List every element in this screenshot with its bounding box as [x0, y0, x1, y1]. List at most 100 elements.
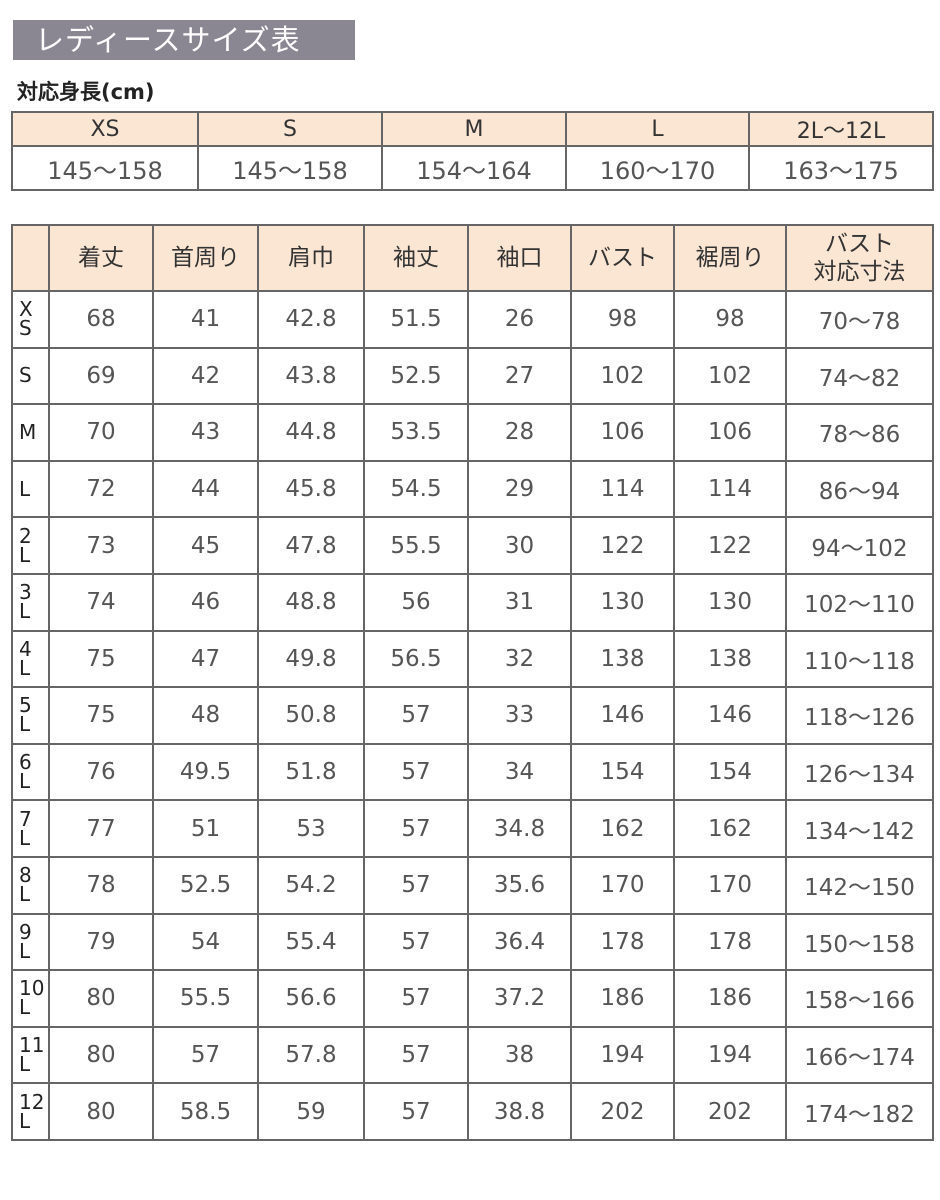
table-cell: 158〜166	[785, 969, 934, 1028]
table-cell: 106	[570, 403, 675, 462]
table-cell: 43.8	[257, 346, 365, 406]
height-header: M	[381, 111, 567, 147]
height-header: 2L〜12L	[748, 111, 934, 147]
table-cell: 98	[570, 290, 675, 349]
table-cell: 33	[467, 686, 572, 745]
table-row: 12 L 80 58.5 59 57 38.8 202 202 174〜182	[11, 1082, 934, 1141]
table-cell: 37.2	[467, 969, 572, 1028]
table-cell: 114	[570, 459, 675, 519]
table-cell: 42	[152, 346, 259, 406]
table-cell: 26	[467, 290, 572, 349]
table-cell: 77	[48, 799, 154, 858]
height-value-row: 145〜158 145〜158 154〜164 160〜170 163〜175	[11, 145, 934, 191]
column-header: 裾周り	[673, 224, 787, 292]
table-cell: 166〜174	[785, 1025, 934, 1085]
table-cell: 70〜78	[785, 290, 934, 349]
table-cell: 56.6	[257, 969, 365, 1028]
height-value: 163〜175	[748, 145, 934, 191]
table-cell: 57	[152, 1025, 259, 1085]
size-label: L	[11, 459, 50, 519]
table-cell: 126〜134	[785, 742, 934, 802]
table-cell: 57	[363, 799, 469, 858]
table-row: 4 L 75 47 49.8 56.5 32 138 138 110〜118	[11, 629, 934, 689]
table-cell: 114	[673, 459, 787, 519]
height-header: S	[197, 111, 383, 147]
table-cell: 102	[570, 346, 675, 406]
table-cell: 202	[570, 1082, 675, 1141]
table-cell: 74	[48, 572, 154, 632]
table-cell: 102	[673, 346, 787, 406]
table-cell: 202	[673, 1082, 787, 1141]
table-row: 2 L 73 45 47.8 55.5 30 122 122 94〜102	[11, 516, 934, 575]
table-cell: 47	[152, 629, 259, 689]
height-header-row: XS S M L 2L〜12L	[11, 111, 934, 147]
size-label: M	[11, 403, 50, 462]
column-header: 袖丈	[363, 224, 469, 292]
table-cell: 45.8	[257, 459, 365, 519]
table-cell: 57	[363, 742, 469, 802]
table-cell: 178	[570, 912, 675, 972]
size-label: S	[11, 346, 50, 406]
table-cell: 170	[570, 855, 675, 915]
table-cell: 38.8	[467, 1082, 572, 1141]
page-title: レディースサイズ表	[13, 20, 355, 60]
table-cell: 80	[48, 1025, 154, 1085]
table-row: X S 68 41 42.8 51.5 26 98 98 70〜78	[11, 290, 934, 349]
table-cell: 44	[152, 459, 259, 519]
size-label: 9 L	[11, 912, 50, 972]
table-cell: 134〜142	[785, 799, 934, 858]
column-header: 着丈	[48, 224, 154, 292]
table-cell: 194	[673, 1025, 787, 1085]
table-cell: 80	[48, 1082, 154, 1141]
column-header: 袖口	[467, 224, 572, 292]
table-cell: 57	[363, 1082, 469, 1141]
table-row: L 72 44 45.8 54.5 29 114 114 86〜94	[11, 459, 934, 519]
table-cell: 154	[570, 742, 675, 802]
table-cell: 78〜86	[785, 403, 934, 462]
table-cell: 38	[467, 1025, 572, 1085]
size-label: X S	[11, 290, 50, 349]
table-row: 3 L 74 46 48.8 56 31 130 130 102〜110	[11, 572, 934, 632]
table-cell: 55.4	[257, 912, 365, 972]
table-cell: 178	[673, 912, 787, 972]
table-cell: 186	[673, 969, 787, 1028]
table-cell: 58.5	[152, 1082, 259, 1141]
height-value: 145〜158	[197, 145, 383, 191]
table-cell: 42.8	[257, 290, 365, 349]
table-row: 11 L 80 57 57.8 57 38 194 194 166〜174	[11, 1025, 934, 1085]
table-cell: 45	[152, 516, 259, 575]
height-table: XS S M L 2L〜12L 145〜158 145〜158 154〜164 …	[11, 111, 934, 191]
table-cell: 68	[48, 290, 154, 349]
size-table: 着丈 首周り 肩巾 袖丈 袖口 バスト 裾周り バスト 対応寸法 X S 68 41 42.8 51.…	[11, 224, 934, 1141]
size-label: 5 L	[11, 686, 50, 745]
size-label: 2 L	[11, 516, 50, 575]
size-label: 8 L	[11, 855, 50, 915]
size-label: 10 L	[11, 969, 50, 1028]
table-row: 6 L 76 49.5 51.8 57 34 154 154 126〜134	[11, 742, 934, 802]
column-header: バスト	[570, 224, 675, 292]
table-cell: 48.8	[257, 572, 365, 632]
table-cell: 51	[152, 799, 259, 858]
height-value: 154〜164	[381, 145, 567, 191]
table-cell: 57	[363, 969, 469, 1028]
column-header: 首周り	[152, 224, 259, 292]
size-label: 6 L	[11, 742, 50, 802]
table-cell: 44.8	[257, 403, 365, 462]
table-cell: 29	[467, 459, 572, 519]
table-cell: 146	[673, 686, 787, 745]
size-label: 4 L	[11, 629, 50, 689]
table-cell: 79	[48, 912, 154, 972]
table-cell: 122	[673, 516, 787, 575]
table-row: 10 L 80 55.5 56.6 57 37.2 186 186 158〜166	[11, 969, 934, 1028]
corner-header	[11, 224, 50, 292]
table-cell: 86〜94	[785, 459, 934, 519]
table-cell: 75	[48, 686, 154, 745]
table-cell: 76	[48, 742, 154, 802]
table-cell: 122	[570, 516, 675, 575]
table-cell: 59	[257, 1082, 365, 1141]
table-cell: 53	[257, 799, 365, 858]
table-cell: 51.8	[257, 742, 365, 802]
table-cell: 80	[48, 969, 154, 1028]
table-cell: 57	[363, 912, 469, 972]
table-cell: 154	[673, 742, 787, 802]
